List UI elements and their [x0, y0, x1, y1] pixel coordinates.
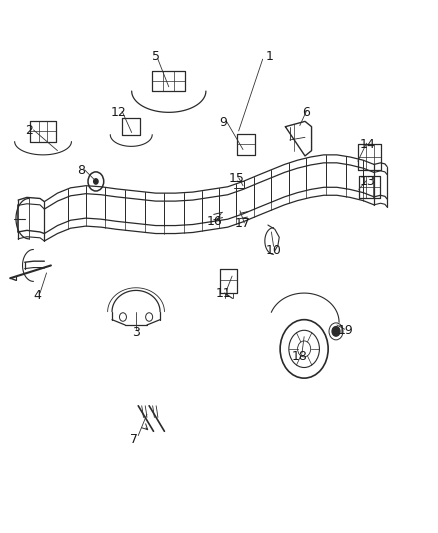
Text: 11: 11: [215, 287, 231, 300]
Text: 2: 2: [25, 124, 33, 138]
Circle shape: [332, 327, 340, 336]
Text: 13: 13: [360, 175, 375, 188]
Text: 5: 5: [152, 50, 160, 63]
Text: 3: 3: [132, 326, 140, 340]
Text: 1: 1: [265, 50, 273, 63]
Text: 12: 12: [111, 106, 127, 119]
Text: 15: 15: [229, 172, 244, 185]
Text: 6: 6: [302, 106, 310, 119]
Text: 17: 17: [235, 217, 251, 230]
Circle shape: [94, 179, 98, 184]
Text: 4: 4: [34, 289, 42, 302]
Text: 16: 16: [207, 215, 223, 228]
Text: 7: 7: [130, 433, 138, 446]
Text: 14: 14: [360, 138, 375, 151]
Text: 8: 8: [78, 164, 85, 177]
Text: 19: 19: [338, 324, 353, 337]
Text: 18: 18: [292, 350, 308, 364]
Text: 10: 10: [265, 244, 282, 257]
Text: 9: 9: [219, 117, 227, 130]
